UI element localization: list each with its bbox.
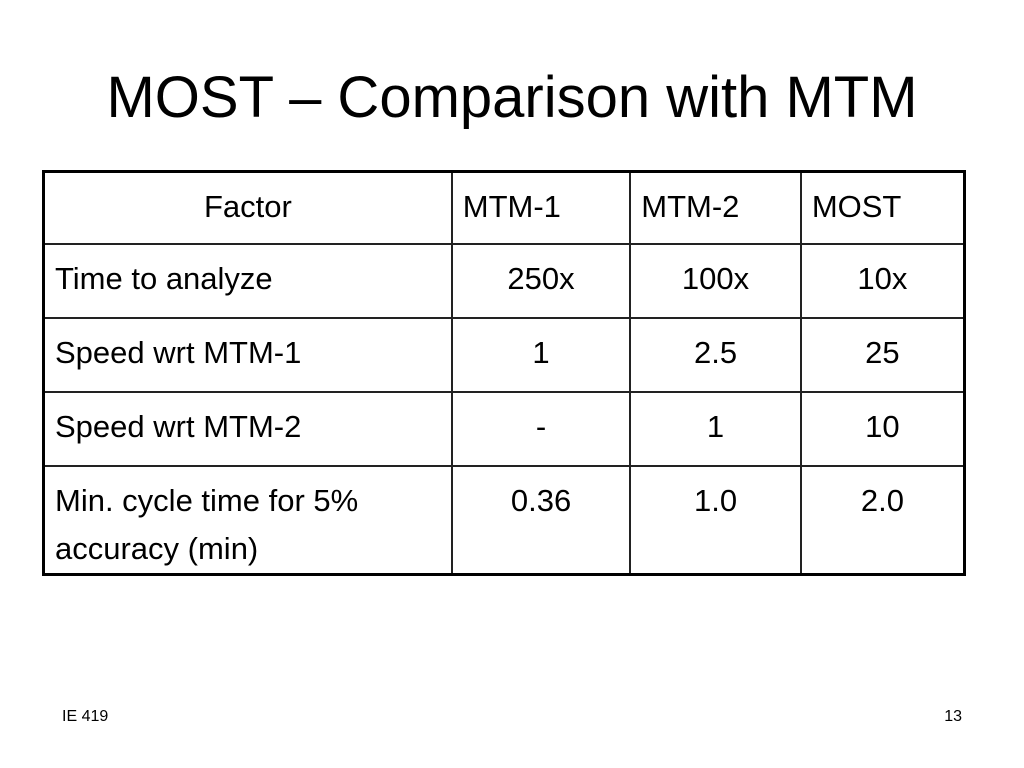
- header-cell: MTM-2: [629, 170, 802, 245]
- cell: 10: [799, 391, 966, 467]
- row-label: Speed wrt MTM-2: [42, 391, 453, 467]
- row-label: Min. cycle time for 5% accuracy (min): [42, 465, 453, 576]
- cell: 1: [629, 391, 802, 467]
- comparison-table: Factor MTM-1 MTM-2 MOST Time to analyze …: [42, 170, 966, 576]
- cell: 2.0: [799, 465, 966, 576]
- header-row: Factor MTM-1 MTM-2 MOST: [42, 170, 966, 245]
- cell: 250x: [450, 243, 632, 319]
- page-number: 13: [944, 708, 962, 725]
- cell: 1: [450, 317, 632, 393]
- cell: 25: [799, 317, 966, 393]
- header-cell: Factor: [42, 170, 453, 245]
- slide-title: MOST – Comparison with MTM: [106, 65, 918, 130]
- cell: 0.36: [450, 465, 632, 576]
- header-cell: MTM-1: [450, 170, 632, 245]
- cell: 100x: [629, 243, 802, 319]
- cell: 2.5: [629, 317, 802, 393]
- footer-text: IE 419: [62, 708, 109, 725]
- table-row: Speed wrt MTM-1 1 2.5 25: [42, 317, 966, 393]
- table-row: Min. cycle time for 5% accuracy (min) 0.…: [42, 465, 966, 576]
- row-label: Speed wrt MTM-1: [42, 317, 453, 393]
- cell: 1.0: [629, 465, 802, 576]
- cell: -: [450, 391, 632, 467]
- table-row: Speed wrt MTM-2 - 1 10: [42, 391, 966, 467]
- cell: 10x: [799, 243, 966, 319]
- header-cell: MOST: [799, 170, 966, 245]
- row-label: Time to analyze: [42, 243, 453, 319]
- table-row: Time to analyze 250x 100x 10x: [42, 243, 966, 319]
